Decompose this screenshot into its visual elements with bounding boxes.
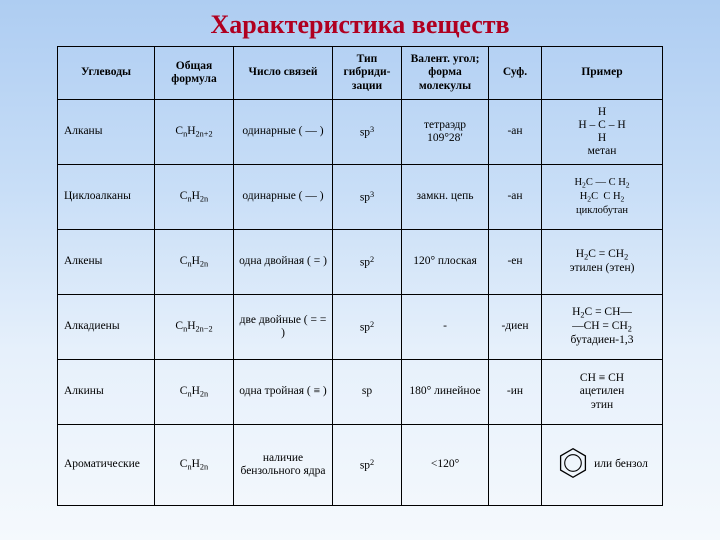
cell-name: Алканы — [58, 100, 155, 165]
cell-angle: замкн. цепь — [402, 165, 489, 230]
cell-hybrid: sp — [333, 360, 402, 425]
col-formula: Общая формула — [155, 47, 234, 100]
table-row: АлкиныCnH2nодна тройная ( ≡ )sp180° лине… — [58, 360, 663, 425]
table-header: Углеводы Общая формула Число связей Тип … — [58, 47, 663, 100]
cell-angle: <120° — [402, 425, 489, 506]
cell-example: CH ≡ CHацетиленэтин — [542, 360, 663, 425]
cell-example: HH – C – HHметан — [542, 100, 663, 165]
cell-hybrid: sp3 — [333, 100, 402, 165]
cell-suffix: -диен — [489, 295, 542, 360]
cell-name: Ароматические — [58, 425, 155, 506]
table-row: АлканыCnH2n+2одинарные ( — )sp3тетраэдр … — [58, 100, 663, 165]
cell-formula: CnH2n — [155, 230, 234, 295]
cell-bonds: две двойные ( = = ) — [234, 295, 333, 360]
col-hydrocarbons: Углеводы — [58, 47, 155, 100]
cell-hybrid: sp3 — [333, 165, 402, 230]
cell-hybrid: sp2 — [333, 230, 402, 295]
cell-suffix — [489, 425, 542, 506]
cell-bonds: одна двойная ( = ) — [234, 230, 333, 295]
cell-example: H2C = CH——CH = CH2бутадиен-1,3 — [542, 295, 663, 360]
cell-formula: CnH2n−2 — [155, 295, 234, 360]
cell-suffix: -ан — [489, 165, 542, 230]
table-row: АлкеныCnH2nодна двойная ( = )sp2120° пло… — [58, 230, 663, 295]
cell-bonds: одна тройная ( ≡ ) — [234, 360, 333, 425]
cell-example: H2C = CH2этилен (этен) — [542, 230, 663, 295]
cell-example: H2C — C H2H2C C H2циклобутан — [542, 165, 663, 230]
page-title: Характеристика веществ — [0, 0, 720, 46]
cell-formula: CnH2n+2 — [155, 100, 234, 165]
cell-hybrid: sp2 — [333, 425, 402, 506]
cell-bonds: одинарные ( — ) — [234, 165, 333, 230]
col-example: Пример — [542, 47, 663, 100]
cell-name: Циклоалканы — [58, 165, 155, 230]
cell-formula: CnH2n — [155, 425, 234, 506]
cell-hybrid: sp2 — [333, 295, 402, 360]
cell-angle: тетраэдр 109°28′ — [402, 100, 489, 165]
cell-formula: CnH2n — [155, 360, 234, 425]
cell-suffix: -ен — [489, 230, 542, 295]
col-angle: Валент. угол; форма молекулы — [402, 47, 489, 100]
cell-suffix: -ан — [489, 100, 542, 165]
cell-suffix: -ин — [489, 360, 542, 425]
table-body: АлканыCnH2n+2одинарные ( — )sp3тетраэдр … — [58, 100, 663, 506]
col-suffix: Суф. — [489, 47, 542, 100]
cell-example: или бензол — [542, 425, 663, 506]
substances-table: Углеводы Общая формула Число связей Тип … — [57, 46, 663, 506]
benzene-label: или бензол — [594, 458, 648, 471]
table-row: АроматическиеCnH2nналичие бензольного яд… — [58, 425, 663, 506]
benzene-icon — [556, 446, 590, 484]
cell-name: Алкадиены — [58, 295, 155, 360]
col-bonds: Число связей — [234, 47, 333, 100]
cell-bonds: одинарные ( — ) — [234, 100, 333, 165]
table-row: АлкадиеныCnH2n−2две двойные ( = = )sp2--… — [58, 295, 663, 360]
cell-angle: 120° плоская — [402, 230, 489, 295]
cell-name: Алкины — [58, 360, 155, 425]
table-row: ЦиклоалканыCnH2nодинарные ( — )sp3замкн.… — [58, 165, 663, 230]
cell-bonds: наличие бензольного ядра — [234, 425, 333, 506]
cell-name: Алкены — [58, 230, 155, 295]
cell-angle: 180° линейное — [402, 360, 489, 425]
col-hybrid: Тип гибриди­зации — [333, 47, 402, 100]
cell-angle: - — [402, 295, 489, 360]
cell-formula: CnH2n — [155, 165, 234, 230]
